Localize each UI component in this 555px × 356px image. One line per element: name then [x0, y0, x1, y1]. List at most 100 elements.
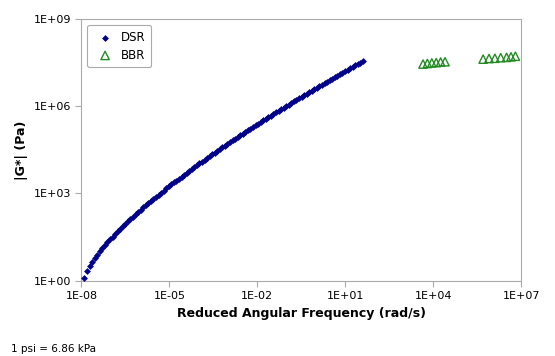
DSR — [123, 219, 132, 224]
DSR — [259, 117, 268, 123]
BBR — [507, 54, 516, 60]
DSR — [149, 196, 158, 201]
DSR — [295, 95, 304, 101]
BBR — [511, 53, 520, 59]
DSR — [307, 88, 316, 94]
DSR — [174, 176, 183, 182]
DSR — [93, 252, 102, 258]
DSR — [193, 162, 201, 168]
DSR — [279, 105, 288, 110]
BBR — [491, 56, 500, 61]
DSR — [356, 60, 365, 66]
DSR — [322, 79, 331, 84]
DSR — [164, 184, 173, 189]
Y-axis label: |G*| (Pa): |G*| (Pa) — [15, 120, 28, 179]
DSR — [338, 70, 347, 75]
DSR — [210, 150, 219, 156]
DSR — [354, 61, 362, 67]
DSR — [172, 178, 181, 183]
BBR — [423, 61, 432, 66]
DSR — [320, 80, 329, 86]
DSR — [269, 111, 278, 117]
DSR — [177, 174, 186, 179]
DSR — [343, 67, 352, 73]
DSR — [282, 103, 291, 109]
DSR — [116, 226, 125, 232]
DSR — [162, 185, 170, 191]
DSR — [205, 153, 214, 159]
DSR — [147, 198, 155, 204]
DSR — [297, 94, 306, 100]
DSR — [131, 211, 140, 217]
DSR — [228, 138, 237, 143]
DSR — [284, 102, 293, 108]
DSR — [359, 58, 367, 64]
DSR — [290, 99, 299, 104]
DSR — [142, 203, 150, 208]
DSR — [251, 122, 260, 128]
DSR — [335, 71, 344, 77]
DSR — [274, 108, 283, 114]
DSR — [126, 216, 135, 222]
DSR — [249, 124, 258, 130]
DSR — [310, 86, 319, 92]
BBR — [436, 59, 445, 65]
DSR — [185, 168, 194, 174]
DSR — [110, 231, 119, 237]
DSR — [246, 126, 255, 131]
DSR — [113, 229, 122, 234]
DSR — [134, 209, 143, 215]
DSR — [226, 139, 235, 145]
DSR — [300, 92, 309, 98]
DSR — [266, 113, 275, 119]
DSR — [105, 237, 114, 242]
DSR — [236, 132, 245, 138]
Legend: DSR, BBR: DSR, BBR — [87, 25, 151, 67]
DSR — [198, 159, 206, 164]
DSR — [108, 234, 117, 240]
DSR — [200, 157, 209, 163]
DSR — [341, 68, 350, 74]
DSR — [220, 143, 229, 148]
DSR — [144, 200, 153, 206]
DSR — [159, 188, 168, 193]
DSR — [261, 116, 270, 122]
DSR — [80, 276, 89, 281]
BBR — [479, 56, 488, 62]
DSR — [167, 182, 176, 187]
BBR — [496, 55, 505, 61]
DSR — [118, 224, 127, 229]
DSR — [287, 100, 296, 106]
DSR — [328, 76, 337, 82]
DSR — [152, 194, 160, 200]
BBR — [432, 60, 441, 66]
DSR — [330, 74, 339, 80]
DSR — [292, 97, 301, 103]
DSR — [315, 83, 324, 89]
DSR — [180, 172, 189, 178]
DSR — [233, 134, 242, 140]
DSR — [85, 263, 94, 269]
DSR — [182, 170, 191, 176]
DSR — [157, 190, 165, 195]
DSR — [223, 141, 232, 147]
DSR — [139, 205, 148, 210]
DSR — [244, 127, 253, 133]
DSR — [90, 255, 99, 261]
DSR — [317, 82, 326, 88]
DSR — [264, 114, 273, 120]
BBR — [427, 60, 436, 66]
DSR — [129, 214, 138, 219]
DSR — [254, 121, 263, 127]
BBR — [418, 61, 427, 67]
DSR — [154, 192, 163, 198]
BBR — [441, 59, 450, 64]
Text: 1 psi = 6.86 kPa: 1 psi = 6.86 kPa — [11, 344, 96, 354]
DSR — [187, 166, 196, 172]
DSR — [218, 145, 227, 150]
DSR — [346, 66, 355, 71]
DSR — [95, 248, 104, 254]
DSR — [215, 146, 224, 152]
DSR — [305, 89, 314, 95]
DSR — [100, 242, 109, 248]
